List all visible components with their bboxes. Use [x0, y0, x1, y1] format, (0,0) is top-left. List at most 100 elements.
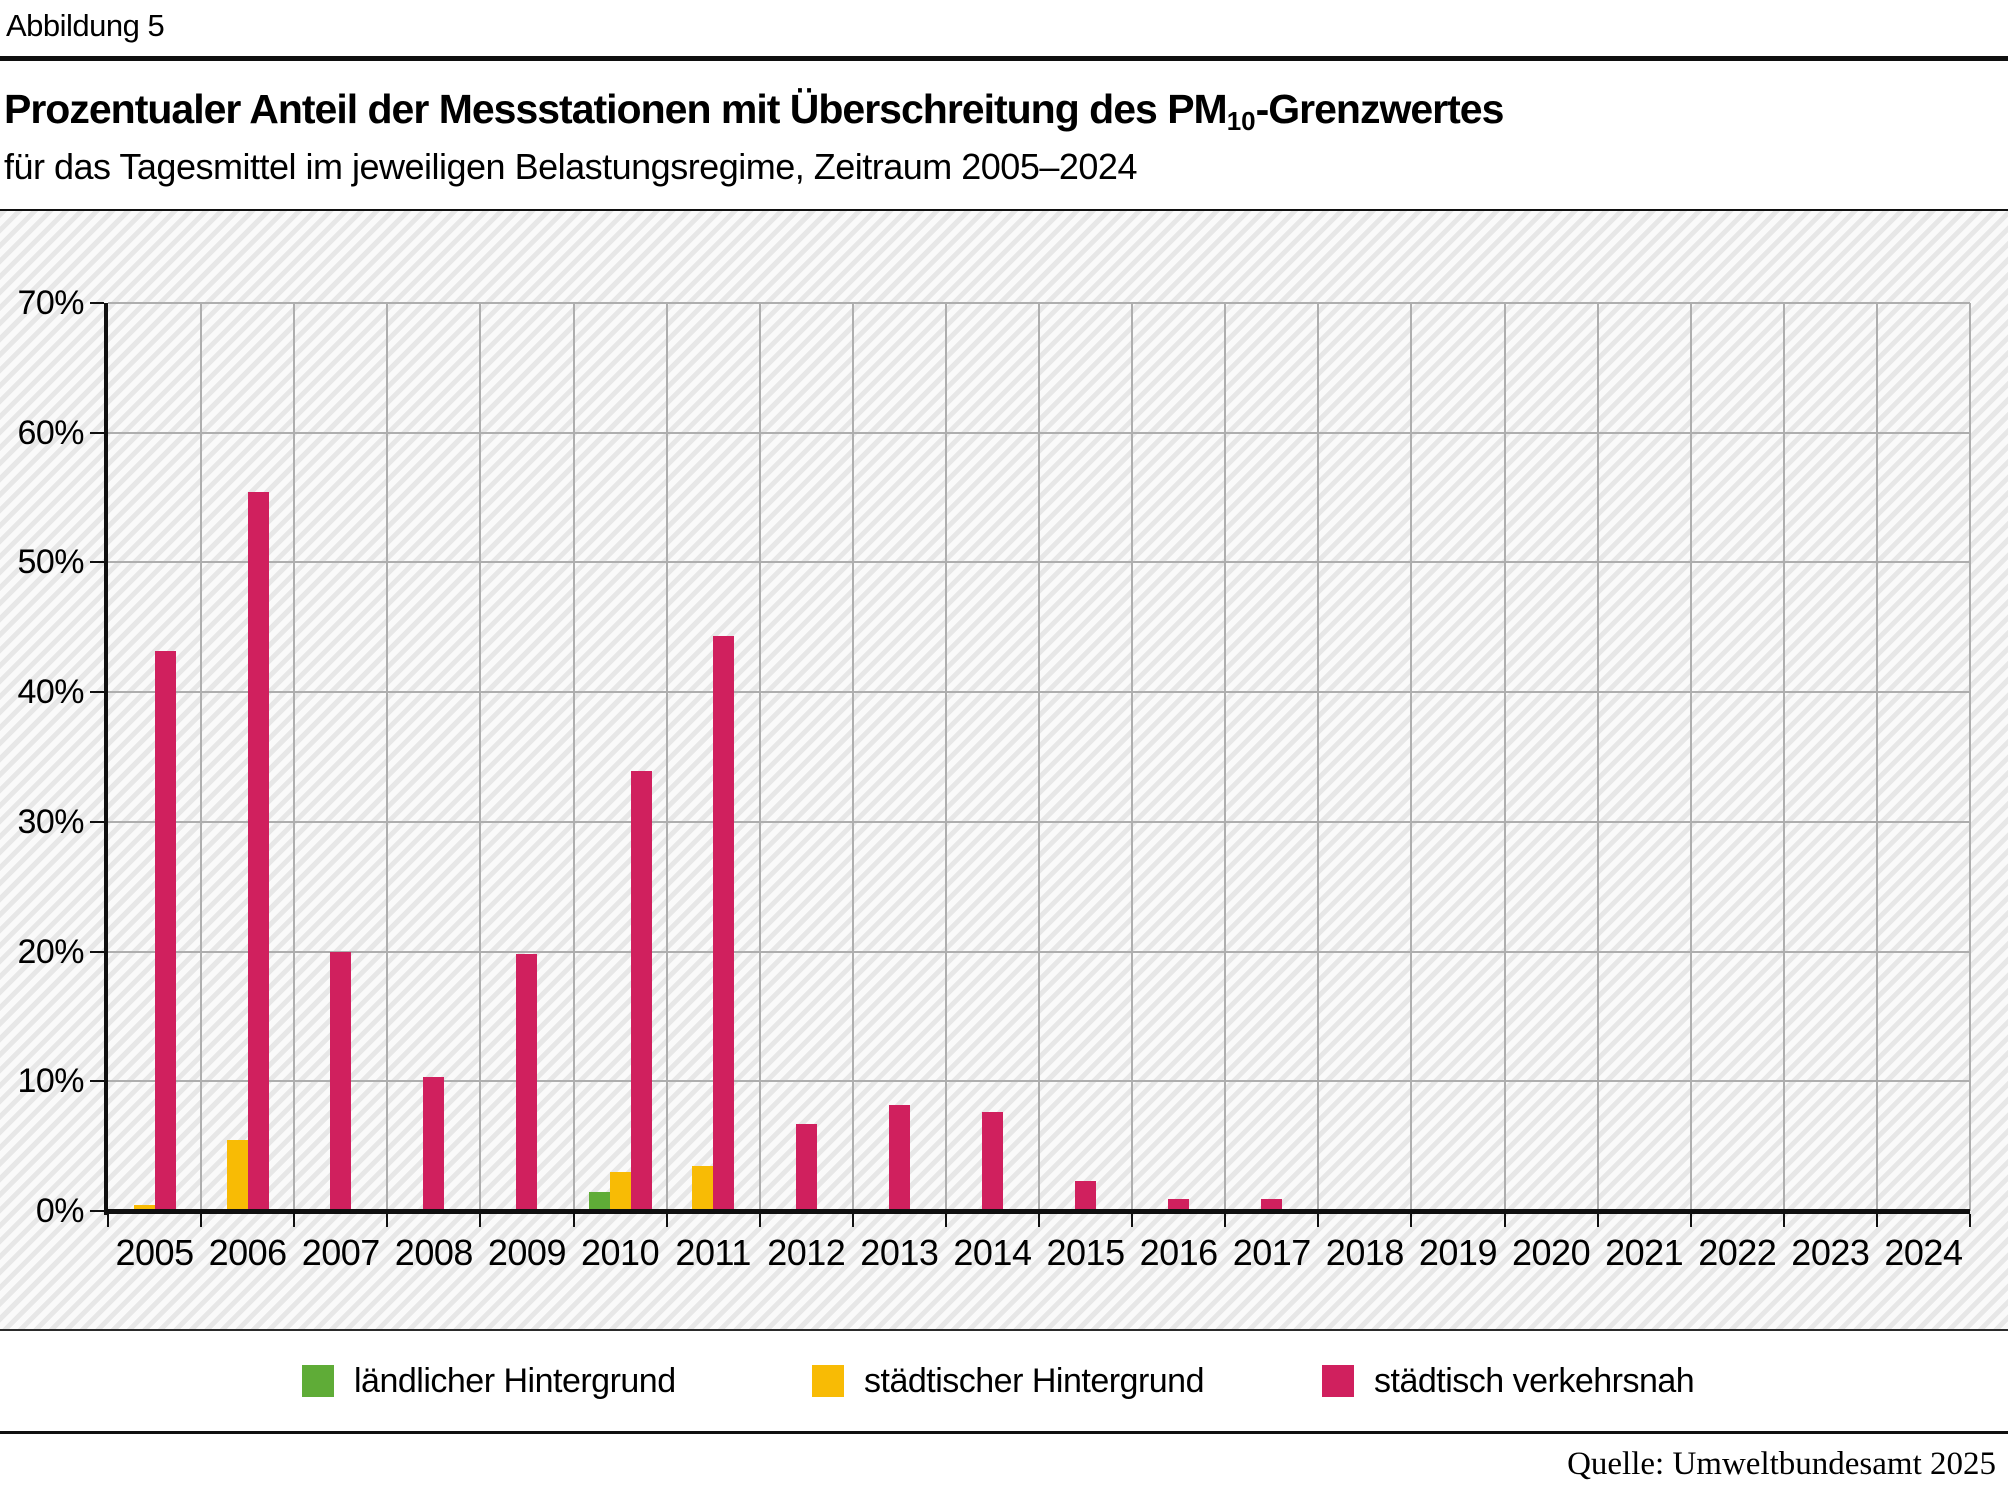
figure-number: Abbildung 5 — [6, 8, 165, 43]
x-tick-label-2015: 2015 — [1046, 1232, 1126, 1273]
x-tick-label-2016: 2016 — [1139, 1232, 1219, 1273]
y-tick-label-40: 40% — [17, 673, 84, 712]
bar-plot: 0% 10% 20% 30% 40% 50% 60% 70% 2005 2006 2007 2008 2… — [0, 211, 2008, 1329]
bar-st-dtisch-verkehrsnah-2011 — [713, 636, 735, 1211]
x-axis-tick — [386, 1214, 389, 1227]
bar-st-dtisch-verkehrsnah-2015 — [1075, 1181, 1097, 1211]
vertical-gridline — [1224, 303, 1227, 1211]
vertical-gridline — [1875, 303, 1878, 1211]
x-axis-tick — [200, 1214, 203, 1227]
figure-title-subscript: 10 — [1226, 106, 1256, 136]
vertical-gridline — [1782, 303, 1785, 1211]
x-tick-label-2021: 2021 — [1605, 1232, 1684, 1273]
y-tick-label-50: 50% — [17, 543, 84, 582]
y-tick-label-10: 10% — [17, 1062, 84, 1101]
vertical-gridline — [200, 303, 203, 1211]
bar-st-dtisch-verkehrsnah-2007 — [330, 951, 352, 1211]
vertical-gridline — [1131, 303, 1134, 1211]
vertical-gridline — [758, 303, 761, 1211]
x-tick-label-2019: 2019 — [1418, 1232, 1498, 1273]
horizontal-gridline — [108, 561, 1970, 564]
x-tick-label-2006: 2006 — [208, 1232, 288, 1273]
vertical-gridline — [665, 303, 668, 1211]
y-axis-tick — [90, 302, 104, 304]
y-axis-tick — [90, 431, 104, 434]
x-tick-label-2017: 2017 — [1232, 1232, 1312, 1273]
figure-title-prefix: Prozentualer Anteil der Messstationen mi… — [4, 86, 1228, 132]
bottom-rule — [0, 1431, 2008, 1434]
x-axis-tick — [1038, 1214, 1040, 1227]
vertical-gridline — [851, 303, 854, 1211]
y-axis-tick — [90, 1080, 104, 1083]
vertical-gridline — [1317, 303, 1320, 1211]
legend-label-laendlicher-hintergrund: ländlicher Hintergrund — [354, 1361, 676, 1400]
bar-st-dtisch-verkehrsnah-2006 — [247, 492, 269, 1211]
x-tick-label-2007: 2007 — [301, 1232, 381, 1273]
horizontal-gridline — [108, 302, 1970, 304]
x-tick-label-2014: 2014 — [953, 1232, 1032, 1273]
x-tick-label-2009: 2009 — [487, 1232, 567, 1273]
legend-item-staedtischer-hintergrund: städtischer Hintergrund — [812, 1331, 1205, 1431]
x-axis-tick — [665, 1214, 668, 1227]
bar-st-dtisch-verkehrsnah-2014 — [981, 1112, 1003, 1211]
legend-item-staedtisch-verkehrsnah: städtisch verkehrsnah — [1322, 1331, 1695, 1431]
x-axis-tick — [572, 1214, 575, 1227]
bar-st-dtisch-verkehrsnah-2016 — [1168, 1199, 1190, 1211]
x-axis-tick — [1969, 1214, 1971, 1227]
x-axis-tick — [851, 1214, 854, 1227]
x-tick-label-2008: 2008 — [394, 1232, 474, 1273]
horizontal-gridline — [108, 431, 1970, 434]
x-axis-tick — [1503, 1214, 1506, 1227]
header-rule — [0, 209, 2008, 211]
x-axis-tick — [758, 1214, 761, 1227]
horizontal-gridline — [108, 691, 1970, 694]
vertical-gridline — [1038, 303, 1040, 1211]
bar-st-dtisch-verkehrsnah-2012 — [795, 1124, 817, 1211]
legend-swatch-laendlicher-hintergrund — [302, 1365, 334, 1397]
legend-item-laendlicher-hintergrund: ländlicher Hintergrund — [302, 1331, 676, 1431]
x-axis-tick — [1875, 1214, 1878, 1227]
bar-st-dtisch-verkehrsnah-2008 — [423, 1077, 445, 1211]
y-axis-tick — [90, 1210, 104, 1212]
vertical-gridline — [944, 303, 947, 1211]
x-axis-tick — [1689, 1214, 1692, 1227]
x-axis-tick — [1782, 1214, 1785, 1227]
vertical-gridline — [572, 303, 575, 1211]
chart-area: 0% 10% 20% 30% 40% 50% 60% 70% 2005 2006 2007 2008 2… — [0, 211, 2008, 1331]
bar-st-dtisch-verkehrsnah-2013 — [888, 1104, 910, 1211]
x-axis-tick — [1317, 1214, 1320, 1227]
bar-st-dtisch-verkehrsnah-2009 — [516, 954, 538, 1211]
legend: ländlicher Hintergrund städtischer Hinte… — [0, 1331, 2008, 1431]
y-axis-line — [104, 303, 108, 1215]
y-tick-label-30: 30% — [17, 802, 84, 841]
x-tick-label-2023: 2023 — [1791, 1232, 1870, 1273]
bar-st-dtisch-verkehrsnah-2010 — [630, 771, 652, 1211]
bar-st-dtisch-verkehrsnah-2005 — [154, 650, 176, 1211]
x-tick-label-2010: 2010 — [581, 1232, 660, 1273]
figure-title: Prozentualer Anteil der Messstationen mi… — [4, 86, 1505, 137]
x-axis-line — [108, 1209, 1970, 1214]
bar-st-dtischer-Hintergrund-2005 — [133, 1204, 155, 1211]
figure-title-suffix: -Grenzwertes — [1255, 86, 1505, 132]
x-axis-tick — [1224, 1214, 1227, 1227]
top-rule — [0, 56, 2008, 61]
legend-swatch-staedtischer-hintergrund — [812, 1365, 844, 1397]
bar-l-ndlicher-Hintergrund-2010 — [588, 1191, 610, 1211]
y-axis-tick — [90, 820, 104, 823]
x-tick-label-2012: 2012 — [767, 1232, 846, 1273]
legend-label-staedtischer-hintergrund: städtischer Hintergrund — [864, 1361, 1205, 1400]
horizontal-gridline — [108, 950, 1970, 953]
figure-subtitle: für das Tagesmittel im jeweiligen Belast… — [4, 146, 1137, 187]
y-tick-label-60: 60% — [17, 413, 84, 452]
bar-st-dtischer-Hintergrund-2006 — [226, 1139, 248, 1211]
x-axis-tick — [944, 1214, 947, 1227]
bar-st-dtischer-Hintergrund-2011 — [692, 1165, 714, 1211]
y-axis-tick — [90, 691, 104, 694]
x-axis-tick — [1596, 1214, 1599, 1227]
y-axis-tick — [90, 950, 104, 953]
x-tick-label-2011: 2011 — [675, 1232, 751, 1273]
x-axis-tick — [479, 1214, 482, 1227]
x-axis-tick — [1410, 1214, 1413, 1227]
vertical-gridline — [1969, 303, 1971, 1211]
